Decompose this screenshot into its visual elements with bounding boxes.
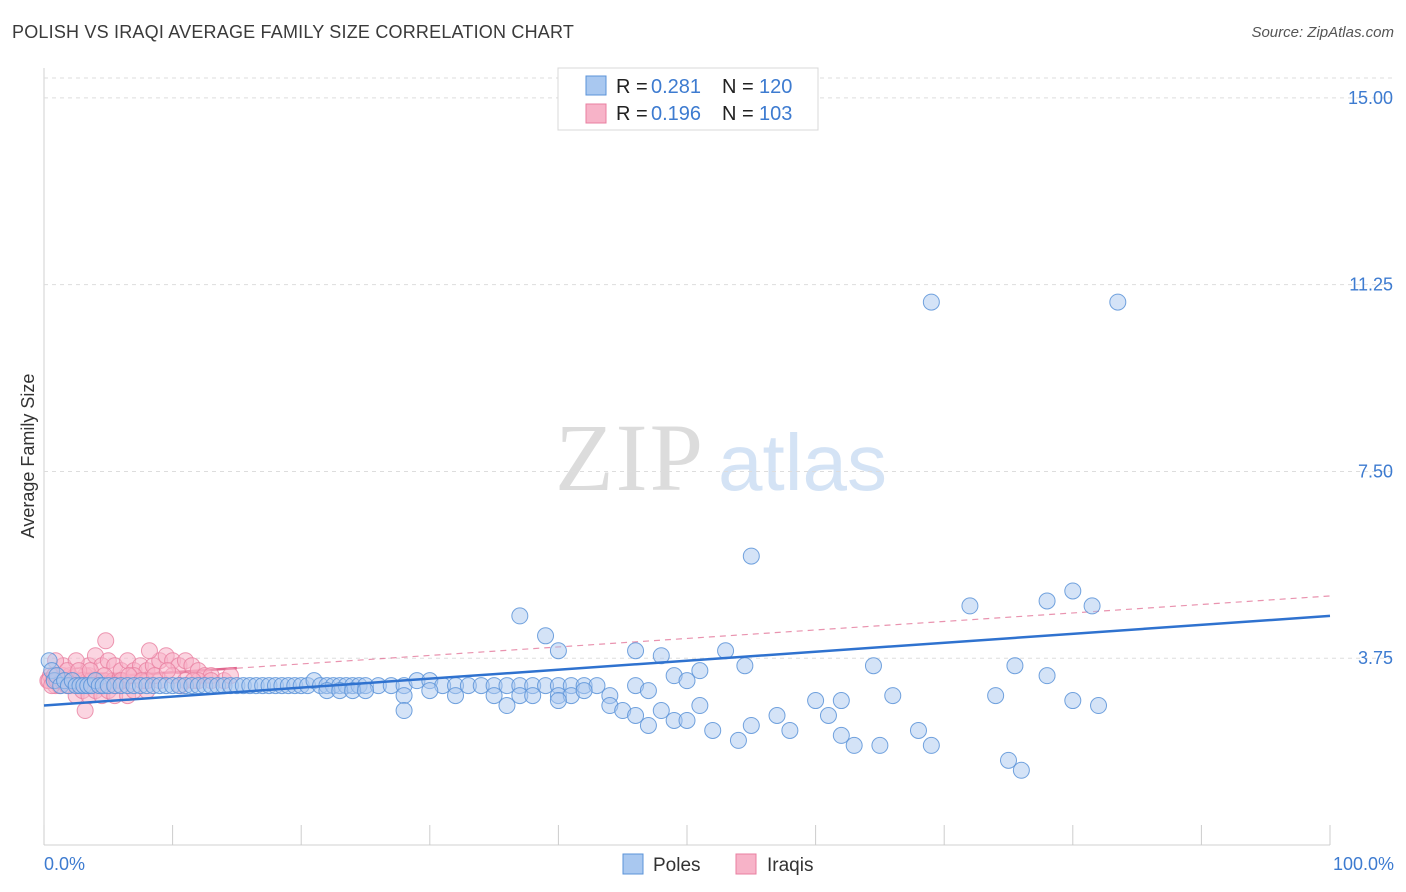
iraqis-point xyxy=(140,642,158,660)
iraqis-point xyxy=(76,702,94,720)
x-tick-label-min: 0.0% xyxy=(44,854,85,874)
poles-point xyxy=(678,711,696,729)
poles-point xyxy=(1083,597,1101,615)
poles-point xyxy=(807,692,825,710)
bottom-legend: Poles Iraqis xyxy=(622,853,813,876)
poles-point xyxy=(1090,697,1108,715)
poles-point xyxy=(781,721,799,739)
legend-swatch-iraqis xyxy=(585,103,607,124)
legend-r-value-poles: 0.281 xyxy=(651,76,701,98)
poles-point xyxy=(395,687,413,705)
poles-point xyxy=(549,692,567,710)
poles-point xyxy=(729,731,747,749)
legend-swatch-poles xyxy=(585,75,607,96)
poles-point xyxy=(627,642,645,660)
poles-point xyxy=(357,682,374,700)
poles-point xyxy=(1109,293,1127,311)
y-tick-label-1: 7.50 xyxy=(1358,461,1393,481)
poles-point xyxy=(1064,692,1082,710)
poles-point xyxy=(485,687,503,705)
legend-r-value-iraqis: 0.196 xyxy=(651,103,701,125)
grid-lines xyxy=(44,77,1394,659)
poles-point xyxy=(524,687,542,705)
poles-point xyxy=(845,736,863,754)
poles-point xyxy=(639,682,657,700)
bottom-legend-label-poles: Poles xyxy=(653,855,701,876)
poles-point xyxy=(987,687,1005,705)
poles-point xyxy=(575,682,593,700)
poles-point xyxy=(652,702,670,720)
poles-point xyxy=(549,642,567,660)
y-tick-label-3: 15.00 xyxy=(1348,88,1393,108)
legend-n-label-iraqis: N = xyxy=(722,103,754,125)
legend-n-value-iraqis: 103 xyxy=(759,103,792,125)
poles-points xyxy=(40,293,1127,779)
poles-point xyxy=(742,547,760,565)
legend-n-label-poles: N = xyxy=(722,76,754,98)
top-legend: R = 0.281 N = 120 R = 0.196 N = 103 xyxy=(557,67,819,131)
y-tick-labels: 3.75 7.50 11.25 15.00 xyxy=(1348,88,1393,668)
poles-point xyxy=(742,716,760,734)
poles-point xyxy=(691,697,709,715)
iraqis-point xyxy=(158,662,176,680)
chart-title: POLISH VS IRAQI AVERAGE FAMILY SIZE CORR… xyxy=(12,22,575,42)
poles-point xyxy=(1064,582,1082,600)
poles-point xyxy=(537,627,555,645)
poles-point xyxy=(909,721,927,739)
y-tick-label-2: 11.25 xyxy=(1349,275,1393,295)
poles-point xyxy=(832,726,850,744)
y-tick-label-0: 3.75 xyxy=(1358,648,1393,668)
bottom-legend-label-iraqis: Iraqis xyxy=(767,855,813,876)
watermark-zip: ZIP xyxy=(555,404,705,511)
poles-point xyxy=(864,657,882,675)
poles-point xyxy=(1012,761,1030,779)
bottom-legend-swatch-iraqis xyxy=(735,853,757,875)
bottom-legend-swatch-poles xyxy=(622,853,644,875)
watermark-atlas: atlas xyxy=(718,418,887,507)
poles-point xyxy=(871,736,889,754)
poles-point xyxy=(498,697,516,715)
poles-point xyxy=(832,692,850,710)
poles-point xyxy=(922,293,940,311)
poles-point xyxy=(1038,592,1056,610)
poles-point xyxy=(447,687,465,705)
poles-point xyxy=(691,662,709,680)
y-axis-label: Average Family Size xyxy=(18,374,38,539)
poles-point xyxy=(395,702,413,720)
poles-point xyxy=(884,687,902,705)
poles-point xyxy=(1006,657,1024,675)
poles-point xyxy=(678,672,696,690)
trend-lines xyxy=(43,595,1331,682)
poles-point xyxy=(704,721,722,739)
legend-r-label-iraqis: R = xyxy=(616,103,648,125)
poles-point xyxy=(1038,667,1056,685)
poles-point xyxy=(1000,751,1017,769)
poles-point xyxy=(819,707,837,724)
poles-trend-line xyxy=(43,614,1331,707)
poles-point xyxy=(717,642,735,660)
poles-point xyxy=(511,607,529,625)
iraqis-trend-extended xyxy=(236,595,1331,669)
legend-r-label-poles: R = xyxy=(616,76,648,98)
poles-point xyxy=(922,736,940,754)
chart-source: Source: ZipAtlas.com xyxy=(1251,24,1394,41)
poles-point xyxy=(421,682,439,700)
iraqis-point xyxy=(97,632,115,650)
legend-n-value-poles: 120 xyxy=(759,76,792,98)
poles-point xyxy=(736,657,754,675)
poles-point xyxy=(961,597,979,615)
poles-point xyxy=(768,707,786,724)
x-tick-label-max: 100.0% xyxy=(1333,854,1394,874)
poles-point xyxy=(627,707,645,724)
x-tick-marks xyxy=(43,825,1331,845)
poles-point xyxy=(639,716,657,734)
